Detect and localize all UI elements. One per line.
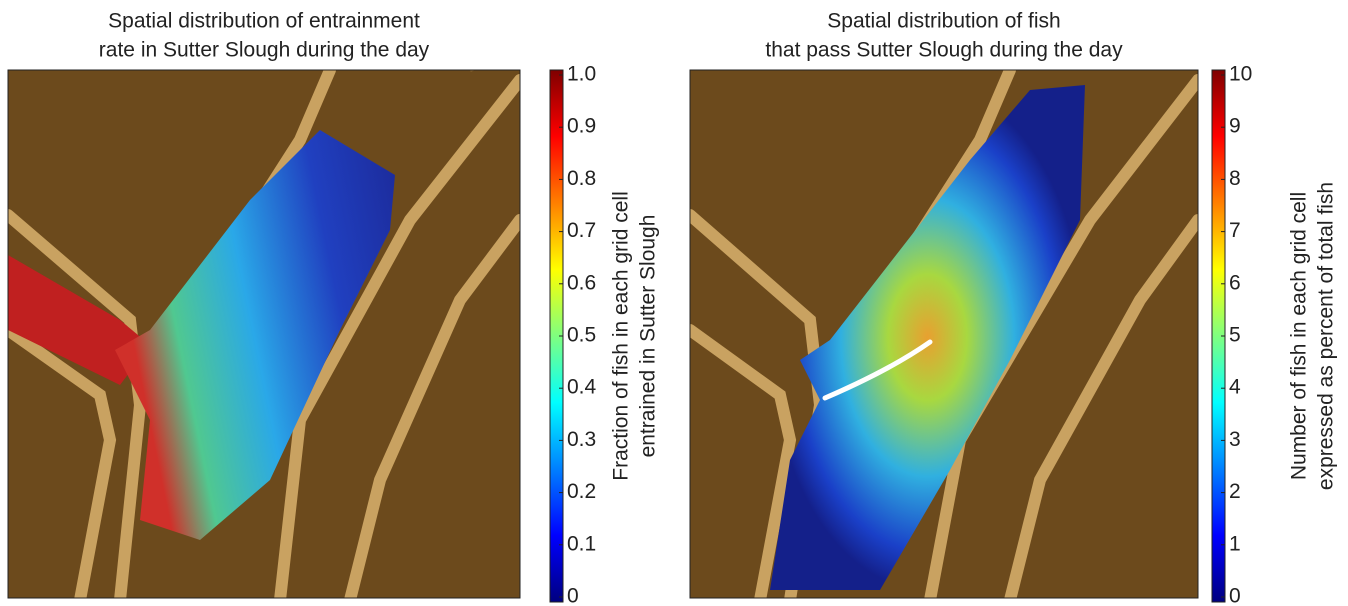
colorbar-tick-label: 0.5 — [567, 324, 596, 347]
colorbar-tick-label: 5 — [1229, 324, 1241, 347]
heat-region — [770, 85, 1085, 590]
colorbar-tick-label: 0.6 — [567, 271, 596, 294]
colorbar-label: expressed as percent of total fish — [1315, 182, 1338, 490]
map-panel — [690, 70, 1198, 598]
colorbar-tick-label: 0.1 — [567, 532, 596, 555]
map-panel — [8, 70, 520, 598]
colorbar-tick-label: 0.7 — [567, 219, 596, 242]
colorbar-tick-label: 2 — [1229, 480, 1241, 503]
colorbar-label: entrained in Sutter Slough — [637, 215, 660, 458]
colorbar-label: Fraction of fish in each grid cell — [610, 191, 633, 480]
chart-title: Spatial distribution of entrainment — [108, 10, 420, 33]
colorbar-tick-label: 1.0 — [567, 63, 596, 86]
chart-title: that pass Sutter Slough during the day — [765, 39, 1123, 62]
colorbar-tick-label: 8 — [1229, 167, 1241, 190]
colorbar-tick-label: 1 — [1229, 532, 1241, 555]
cross-section-line — [822, 339, 933, 401]
colorbar-tick-label: 0.9 — [567, 115, 596, 138]
map-frame — [7, 69, 521, 599]
chart-title: rate in Sutter Slough during the day — [99, 39, 430, 62]
colorbar-tick-label: 0.3 — [567, 428, 596, 451]
colorbar-tick-label: 6 — [1229, 271, 1241, 294]
map-frame — [689, 69, 1199, 599]
heat-region — [8, 255, 150, 385]
heat-region — [115, 130, 395, 540]
colorbar-tick-label: 10 — [1229, 63, 1252, 86]
colorbar-tick-label: 4 — [1229, 376, 1241, 399]
chart-title: Spatial distribution of fish — [827, 10, 1060, 33]
colorbar-tick-label: 0.8 — [567, 167, 596, 190]
colorbar-tick-label: 9 — [1229, 115, 1241, 138]
colorbar-label: Number of fish in each grid cell — [1288, 192, 1311, 480]
colorbar-tick-label: 0.4 — [567, 376, 597, 399]
colorbar-tick-label: 0 — [567, 585, 579, 606]
colorbar-tick-label: 7 — [1229, 219, 1241, 242]
colorbar-tick-label: 3 — [1229, 428, 1241, 451]
colorbar-tick-label: 0.2 — [567, 480, 596, 503]
colorbar-tick-label: 0 — [1229, 585, 1241, 606]
